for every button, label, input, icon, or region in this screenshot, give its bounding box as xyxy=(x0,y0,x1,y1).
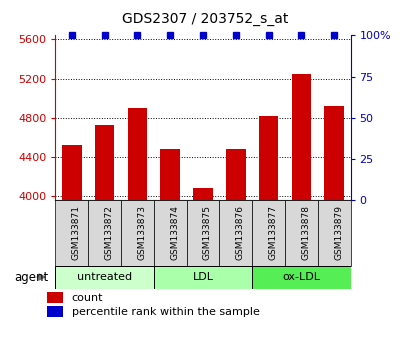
Bar xyxy=(258,116,278,200)
Bar xyxy=(47,292,63,303)
Bar xyxy=(284,200,317,266)
Bar xyxy=(55,266,153,289)
Bar xyxy=(317,200,350,266)
Text: ox-LDL: ox-LDL xyxy=(282,272,319,282)
Bar xyxy=(186,200,219,266)
Bar xyxy=(62,145,81,200)
Bar xyxy=(291,74,310,200)
Bar xyxy=(94,125,114,200)
Bar xyxy=(88,200,121,266)
Bar xyxy=(153,266,252,289)
Text: GSM133876: GSM133876 xyxy=(235,205,244,260)
Text: GSM133872: GSM133872 xyxy=(104,205,113,260)
Bar xyxy=(160,149,180,200)
Bar xyxy=(47,307,63,317)
Text: GSM133879: GSM133879 xyxy=(333,205,342,260)
Text: GSM133878: GSM133878 xyxy=(301,205,310,260)
Bar xyxy=(55,200,88,266)
Text: count: count xyxy=(72,293,103,303)
Text: agent: agent xyxy=(14,270,49,284)
Text: untreated: untreated xyxy=(77,272,132,282)
Bar xyxy=(252,266,350,289)
Bar xyxy=(127,108,147,200)
Bar xyxy=(121,200,153,266)
Bar xyxy=(193,188,212,200)
Bar xyxy=(219,200,252,266)
Text: LDL: LDL xyxy=(192,272,213,282)
Text: GSM133877: GSM133877 xyxy=(268,205,277,260)
Text: GSM133874: GSM133874 xyxy=(170,205,179,260)
Text: percentile rank within the sample: percentile rank within the sample xyxy=(72,307,259,317)
Text: GSM133875: GSM133875 xyxy=(202,205,211,260)
Bar xyxy=(252,200,284,266)
Bar xyxy=(153,200,186,266)
Bar xyxy=(324,106,343,200)
Bar xyxy=(225,149,245,200)
Text: GSM133873: GSM133873 xyxy=(137,205,146,260)
Text: GDS2307 / 203752_s_at: GDS2307 / 203752_s_at xyxy=(121,12,288,27)
Text: GSM133871: GSM133871 xyxy=(72,205,81,260)
